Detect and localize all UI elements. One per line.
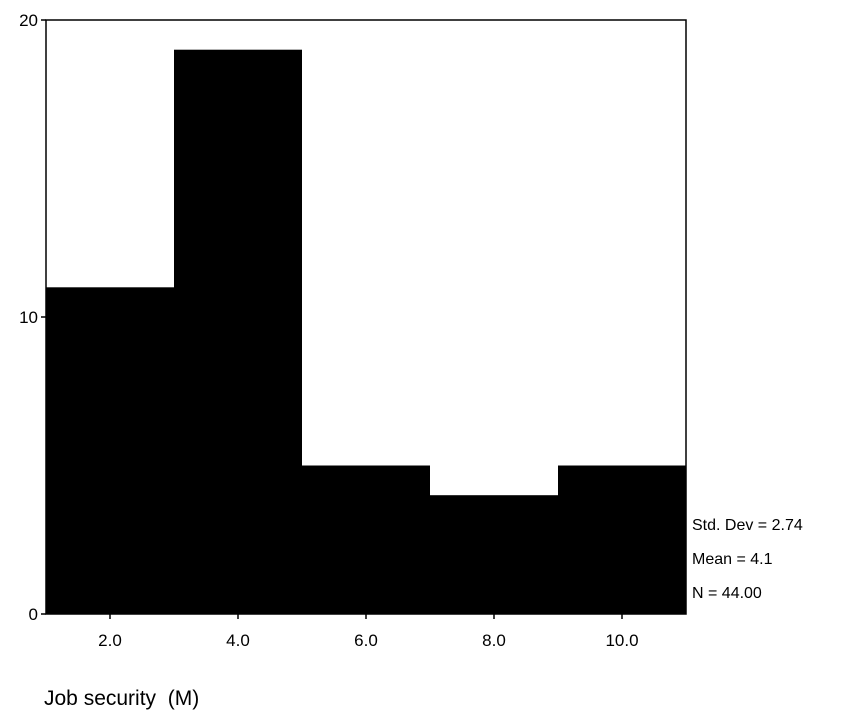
histogram-bars (46, 49, 686, 614)
x-tick-label-5: 10.0 (605, 631, 638, 650)
x-tick-label-1: 2.0 (98, 631, 122, 650)
histogram-bar-1 (46, 287, 174, 614)
stat-n: N = 44.00 (692, 585, 762, 602)
stat-mean: Mean = 4.1 (692, 551, 773, 568)
histogram-bar-4 (430, 495, 558, 614)
y-axis-ticks: 0 10 20 (19, 11, 46, 624)
stat-std-dev: Std. Dev = 2.74 (692, 517, 803, 534)
x-tick-label-3: 6.0 (354, 631, 378, 650)
histogram-bar-5 (558, 465, 686, 614)
y-tick-label-2: 10 (19, 308, 38, 327)
x-axis-title: Job security (M) (44, 687, 199, 710)
x-tick-label-2: 4.0 (226, 631, 250, 650)
y-tick-label-1: 0 (29, 605, 38, 624)
x-tick-label-4: 8.0 (482, 631, 506, 650)
y-tick-label-3: 20 (19, 11, 38, 30)
histogram-bar-3 (302, 465, 430, 614)
histogram-bar-2 (174, 49, 302, 614)
x-axis-ticks: 2.0 4.0 6.0 8.0 10.0 (98, 614, 639, 650)
